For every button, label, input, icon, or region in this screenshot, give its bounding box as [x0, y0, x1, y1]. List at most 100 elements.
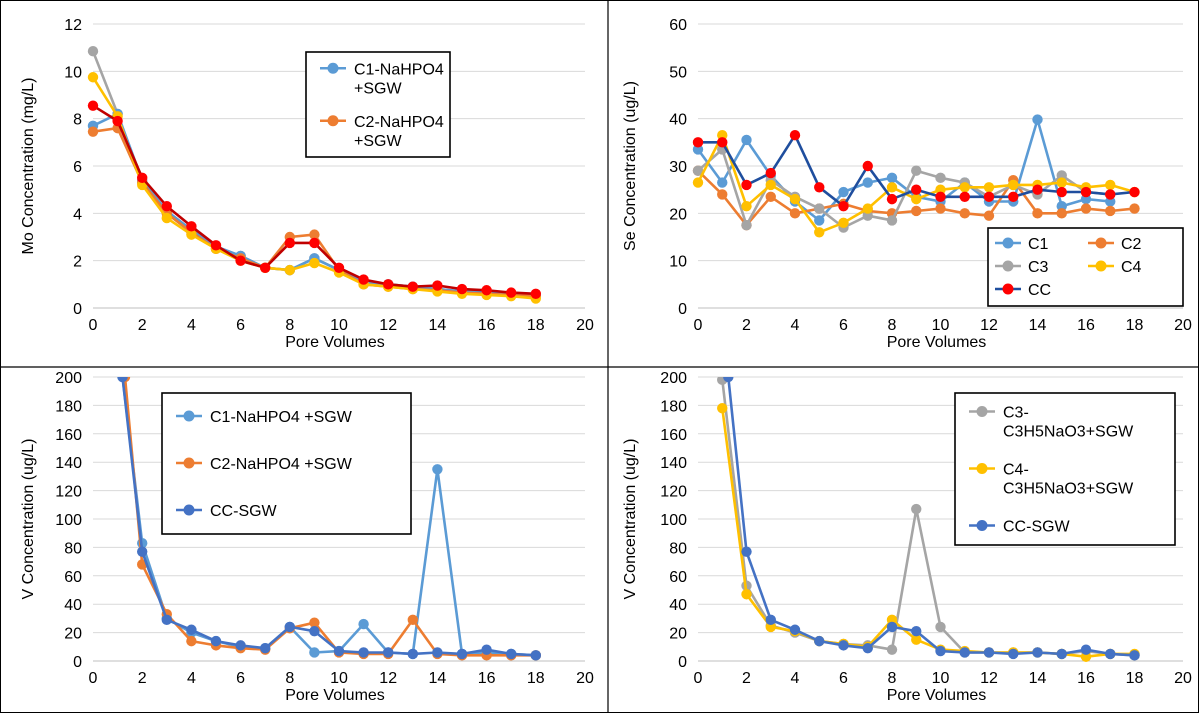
data-point: [911, 503, 922, 515]
data-point: [741, 589, 752, 600]
data-point: [1032, 184, 1043, 195]
x-axis-title: Pore Volumes: [887, 687, 987, 704]
data-point: [911, 634, 922, 645]
data-point: [309, 237, 320, 249]
data-point: [456, 283, 468, 295]
x-tick-label: 8: [888, 670, 897, 687]
y-tick-label: 40: [669, 597, 687, 614]
x-tick-label: 10: [932, 317, 950, 334]
data-point: [1105, 205, 1116, 217]
x-tick-label: 8: [285, 670, 294, 687]
data-point: [838, 186, 849, 198]
data-point: [886, 621, 898, 633]
legend-swatch-marker: [1002, 283, 1014, 295]
legend-swatch-marker: [183, 504, 195, 516]
data-point: [814, 182, 825, 193]
y-axis-title: Se Concentration (ug/L): [622, 81, 639, 251]
data-point: [692, 137, 704, 148]
x-tick-label: 16: [478, 670, 496, 687]
plot-area: [87, 46, 541, 304]
x-tick-label: 0: [694, 317, 703, 334]
data-point: [1105, 179, 1116, 191]
series-cc-sgw: [723, 377, 1140, 661]
data-point: [87, 100, 99, 111]
x-tick-label: 6: [236, 317, 245, 334]
series-line: [696, 118, 1111, 222]
x-tick-label: 10: [932, 670, 950, 687]
data-point: [161, 201, 172, 212]
x-tick-label: 10: [330, 670, 348, 687]
data-point: [935, 191, 946, 202]
x-tick-label: 6: [236, 670, 245, 687]
y-tick-label: 60: [64, 569, 82, 586]
data-point: [862, 160, 873, 172]
data-point: [814, 635, 825, 647]
chart-panel-2: 0 10 20 30 40 50 60 0 2 4 6 8 10 12 14 16 18 20 Pore Volum…: [622, 17, 1192, 351]
legend-label: C3H5NaO3+SGW: [1003, 424, 1134, 441]
data-point: [741, 201, 752, 212]
data-point: [692, 177, 704, 188]
y-tick-label: 12: [64, 17, 82, 34]
x-tick-label: 4: [791, 317, 800, 334]
data-point: [1032, 647, 1043, 658]
series-cc: [87, 100, 541, 299]
data-point: [983, 182, 995, 193]
data-point: [959, 208, 970, 219]
chart-panel-4: 0 20 40 60 80 100 120 140 160 180 200 0 2 4 6 8 10 12 14 16…: [622, 370, 1192, 704]
data-point: [814, 227, 825, 238]
y-tick-label: 160: [55, 427, 82, 444]
data-point: [456, 648, 468, 660]
data-point: [309, 229, 320, 240]
data-point: [935, 645, 946, 657]
data-point: [407, 281, 418, 292]
y-tick-label: 200: [55, 370, 82, 387]
data-point: [530, 650, 541, 661]
x-tick-label: 8: [888, 317, 897, 334]
x-tick-label: 10: [330, 317, 348, 334]
y-tick-label: 2: [73, 254, 82, 271]
legend-label: C3-: [1003, 405, 1029, 422]
data-point: [235, 255, 246, 266]
plot-area: [117, 377, 541, 661]
x-tick-label: 14: [1029, 317, 1047, 334]
data-point: [309, 617, 320, 628]
data-point: [717, 177, 728, 188]
x-tick-label: 18: [1126, 670, 1144, 687]
data-point: [210, 635, 222, 647]
data-point: [1056, 177, 1067, 188]
data-point: [959, 182, 970, 193]
data-point: [186, 229, 197, 240]
x-tick-label: 18: [527, 317, 545, 334]
data-point: [862, 643, 873, 654]
data-point: [383, 647, 394, 658]
x-tick-label: 18: [527, 670, 545, 687]
data-point: [765, 614, 776, 626]
x-tick-label: 0: [89, 670, 98, 687]
legend-swatch-marker: [327, 115, 339, 127]
data-point: [1080, 186, 1092, 198]
data-point: [723, 377, 734, 383]
data-point: [983, 647, 995, 658]
y-tick-label: 50: [669, 64, 687, 81]
y-tick-label: 120: [660, 484, 687, 501]
y-tick-label: 200: [660, 370, 687, 387]
legend-swatch-marker: [327, 62, 339, 74]
data-point: [911, 205, 922, 217]
data-point: [1129, 186, 1140, 198]
data-point: [959, 191, 970, 202]
legend-swatch-marker: [976, 463, 988, 474]
y-tick-label: 10: [64, 64, 82, 81]
data-point: [1056, 208, 1067, 219]
y-tick-label: 30: [669, 159, 687, 176]
y-tick-label: 6: [73, 159, 82, 176]
data-point: [1129, 203, 1140, 214]
y-tick-label: 100: [660, 512, 687, 529]
x-tick-label: 2: [138, 670, 147, 687]
y-tick-label: 160: [660, 427, 687, 444]
data-point: [481, 644, 492, 655]
x-tick-label: 8: [285, 317, 294, 334]
data-point: [210, 240, 222, 251]
data-point: [1056, 648, 1067, 660]
y-tick-label: 0: [678, 301, 687, 318]
